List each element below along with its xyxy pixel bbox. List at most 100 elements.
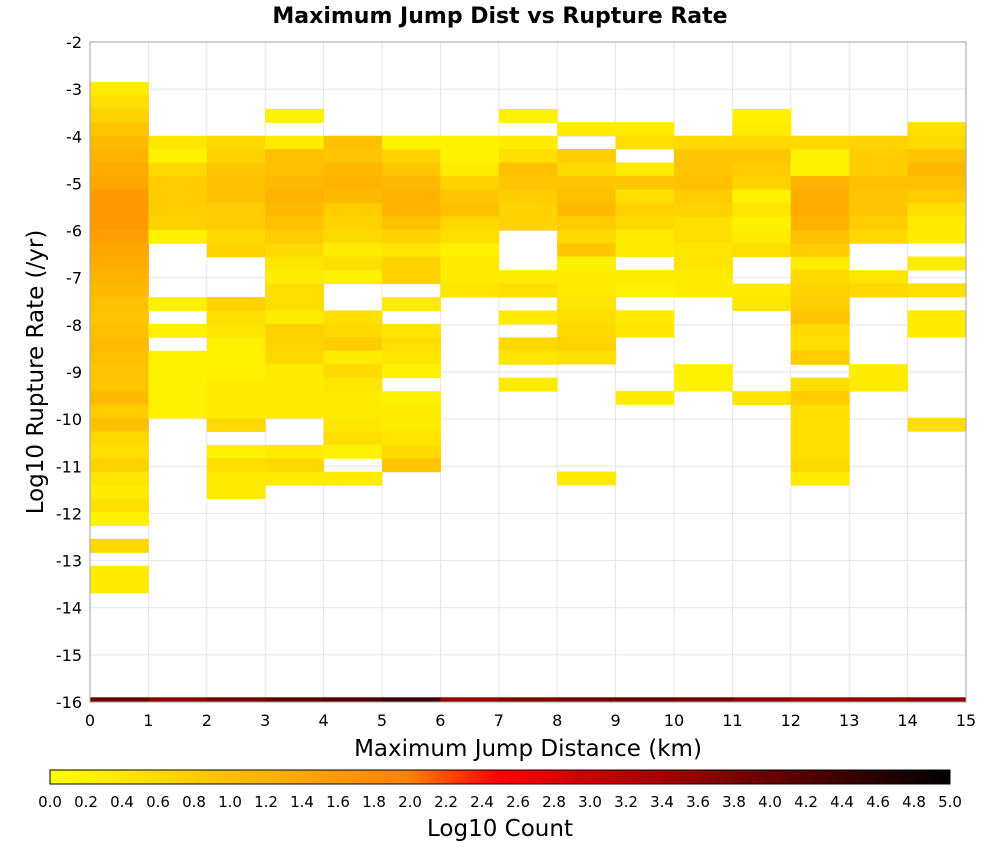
heatmap-cell	[90, 417, 149, 432]
colorbar-label: Log10 Count	[427, 816, 573, 842]
heatmap-cell	[615, 229, 675, 244]
colorbar-tick-label: 2.8	[542, 793, 566, 811]
heatmap-cell	[90, 391, 149, 406]
heatmap-cell	[498, 377, 558, 392]
heatmap-cell	[674, 202, 733, 217]
y-tick-label: -2	[66, 33, 82, 52]
heatmap-cell	[382, 364, 441, 379]
heatmap-cell	[732, 229, 792, 244]
heatmap-cell	[732, 149, 792, 164]
colorbar-tick-label: 0.6	[146, 793, 170, 811]
heatmap-cell	[382, 323, 441, 338]
heatmap-cell	[206, 364, 266, 379]
heatmap-cell	[907, 189, 967, 204]
y-tick-label: -9	[66, 363, 82, 382]
heatmap-cell	[90, 176, 149, 191]
heatmap-cell	[206, 297, 266, 311]
heatmap-cell	[90, 471, 149, 486]
heatmap-cell	[265, 283, 325, 298]
heatmap-cell	[674, 216, 733, 231]
heatmap-cell	[323, 697, 383, 702]
x-tick-label: 2	[202, 711, 212, 730]
heatmap-cell	[615, 135, 675, 150]
colorbar-tick-label: 1.2	[254, 793, 278, 811]
heatmap-cell	[790, 431, 850, 446]
heatmap-cell	[674, 189, 733, 204]
heatmap-cell	[849, 697, 909, 702]
heatmap-cell	[148, 323, 208, 338]
heatmap-cell	[148, 697, 208, 702]
heatmap-cell	[206, 337, 266, 352]
heatmap-cell	[90, 458, 149, 473]
heatmap-cell	[732, 297, 792, 311]
heatmap-cell	[498, 202, 558, 217]
heatmap-cell	[849, 377, 909, 392]
heatmap-cell	[790, 149, 850, 164]
colorbar-tick-label: 3.6	[686, 793, 710, 811]
heatmap-cell	[790, 283, 850, 298]
heatmap-cell	[323, 444, 383, 459]
heatmap-cell	[849, 149, 909, 164]
heatmap-cell	[674, 229, 733, 244]
heatmap-cell	[265, 243, 325, 258]
heatmap-cell	[498, 216, 558, 231]
heatmap-cell	[90, 229, 149, 244]
heatmap-cell	[907, 122, 967, 137]
heatmap-cell	[323, 256, 383, 271]
heatmap-cell	[849, 270, 909, 285]
heatmap-cell	[90, 149, 149, 164]
y-tick-label: -15	[56, 646, 82, 665]
heatmap-cell	[90, 350, 149, 365]
x-tick-label: 7	[494, 711, 504, 730]
heatmap-cell	[90, 270, 149, 285]
heatmap-cell	[265, 471, 325, 486]
heatmap-cell	[90, 364, 149, 379]
heatmap-cell	[440, 202, 500, 217]
heatmap-cell	[148, 189, 208, 204]
heatmap-cell	[206, 458, 266, 473]
heatmap-cell	[90, 323, 149, 338]
heatmap-cell	[382, 202, 441, 217]
x-tick-label: 6	[435, 711, 445, 730]
colorbar-tick-label: 1.8	[362, 793, 386, 811]
heatmap-cell	[440, 189, 500, 204]
heatmap-cell	[148, 404, 208, 419]
heatmap-cell	[90, 108, 149, 123]
heatmap-cell	[557, 296, 617, 311]
heatmap-cell	[440, 270, 500, 285]
heatmap-cell	[615, 175, 675, 190]
heatmap-cell	[790, 337, 850, 352]
heatmap-cell	[440, 176, 500, 191]
colorbar-tick-label: 1.4	[290, 793, 314, 811]
heatmap-cell	[265, 202, 325, 217]
heatmap-cell	[206, 189, 266, 204]
heatmap-cell	[206, 229, 266, 244]
plot-frame	[89, 41, 967, 703]
x-tick-label: 0	[85, 711, 95, 730]
y-tick-label: -3	[66, 80, 82, 99]
heatmap-cell	[148, 135, 208, 150]
heatmap-cell	[382, 697, 441, 702]
x-tick-label: 9	[611, 711, 621, 730]
heatmap-cell	[90, 122, 149, 137]
heatmap-cell	[148, 297, 208, 311]
heatmap-cell	[732, 122, 792, 137]
colorbar-tick-label: 1.0	[218, 793, 242, 811]
x-tick-label: 1	[143, 711, 153, 730]
heatmap-cell	[206, 391, 266, 406]
heatmap-cell	[148, 391, 208, 406]
heatmap-cell	[790, 458, 850, 473]
colorbar-tick-label: 4.2	[794, 793, 818, 811]
heatmap-cell	[265, 391, 325, 406]
heatmap-cell	[90, 82, 149, 97]
heatmap-cell	[323, 350, 383, 365]
heatmap-cell	[732, 283, 792, 298]
heatmap-cell	[90, 283, 149, 298]
y-tick-label: -6	[66, 222, 82, 241]
heatmap-cell	[732, 216, 792, 231]
heatmap-cell	[849, 202, 909, 217]
heatmap-cell	[90, 579, 149, 594]
heatmap-cell	[323, 364, 383, 379]
y-axis-label: Log10 Rupture Rate (/yr)	[23, 230, 49, 515]
heatmap-cell	[849, 229, 909, 244]
